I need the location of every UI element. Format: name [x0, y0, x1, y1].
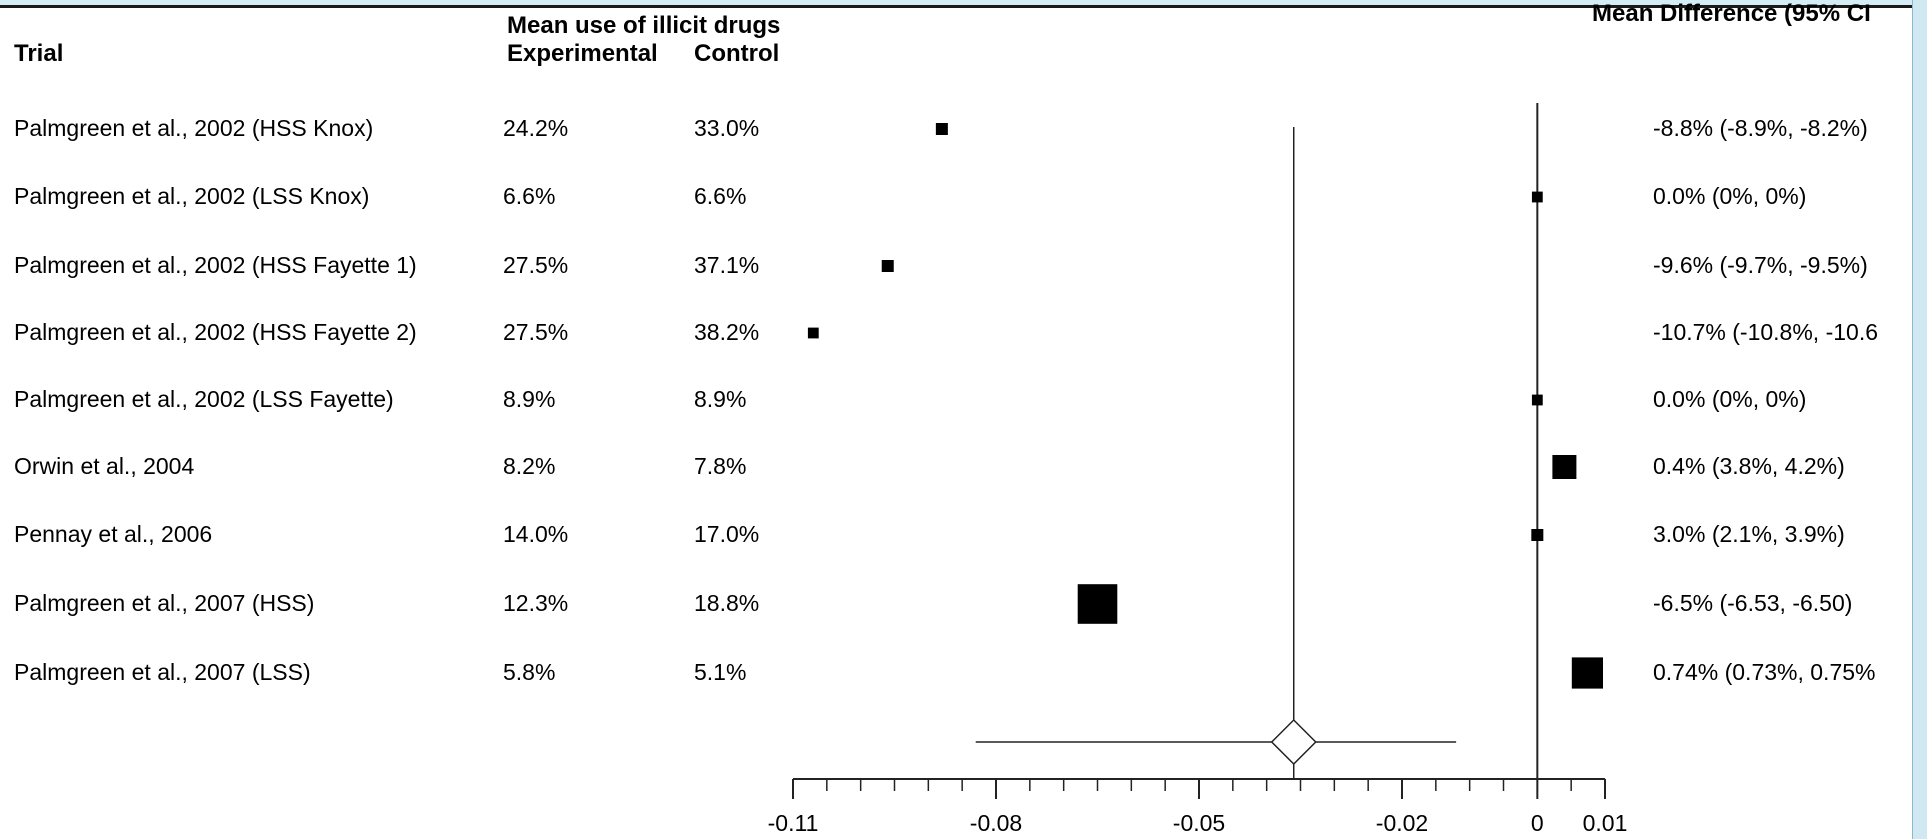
experimental-value: 12.3% [503, 590, 569, 616]
window-top-strip [0, 0, 1927, 5]
trial-name: Orwin et al., 2004 [14, 453, 195, 479]
mean-difference-value: -10.7% (-10.8%, -10.6 [1653, 319, 1879, 345]
study-marker [935, 123, 948, 135]
study-marker [1077, 584, 1118, 624]
x-axis-tick-label: -0.02 [1376, 810, 1428, 836]
mean-difference-value: 3.0% (2.1%, 3.9%) [1653, 521, 1845, 547]
experimental-value: 27.5% [503, 319, 569, 345]
column-header-mean-difference: Mean Difference (95% CI [1592, 0, 1871, 27]
control-value: 37.1% [694, 252, 760, 278]
mean-difference-value: 0.4% (3.8%, 4.2%) [1653, 453, 1845, 479]
column-header-trial: Trial [14, 40, 64, 67]
control-value: 17.0% [694, 521, 760, 547]
study-marker [1531, 529, 1544, 541]
trial-name: Palmgreen et al., 2007 (HSS) [14, 590, 315, 616]
trial-name: Palmgreen et al., 2002 (HSS Fayette 1) [14, 252, 417, 278]
x-axis-tick-label: 0 [1531, 810, 1544, 836]
study-marker [1552, 455, 1577, 479]
control-value: 6.6% [694, 183, 747, 209]
experimental-value: 8.2% [503, 453, 556, 479]
trial-name: Pennay et al., 2006 [14, 521, 213, 547]
x-axis-tick-label: -0.05 [1173, 810, 1225, 836]
experimental-value: 14.0% [503, 521, 569, 547]
column-header-control: Control [694, 40, 780, 67]
pooled-estimate-diamond [1270, 718, 1317, 766]
study-marker [1531, 394, 1543, 406]
x-axis-tick-label: 0.01 [1583, 810, 1628, 836]
table-top-border [0, 5, 1927, 8]
x-axis-tick-label: -0.11 [768, 810, 819, 836]
study-marker [1531, 191, 1543, 203]
mean-difference-value: 0.74% (0.73%, 0.75% [1653, 659, 1876, 685]
trial-name: Palmgreen et al., 2002 (LSS Knox) [14, 183, 370, 209]
vertical-scrollbar[interactable] [1912, 0, 1927, 839]
trial-name: Palmgreen et al., 2002 (HSS Knox) [14, 115, 374, 141]
study-marker [1571, 657, 1604, 689]
x-axis-tick-label: -0.08 [970, 810, 1022, 836]
mean-difference-value: -9.6% (-9.7%, -9.5%) [1653, 252, 1868, 278]
experimental-value: 27.5% [503, 252, 569, 278]
trial-name: Palmgreen et al., 2002 (LSS Fayette) [14, 386, 394, 412]
mean-difference-value: -6.5% (-6.53, -6.50) [1653, 590, 1853, 616]
experimental-value: 6.6% [503, 183, 556, 209]
experimental-value: 8.9% [503, 386, 556, 412]
experimental-value: 24.2% [503, 115, 569, 141]
experimental-value: 5.8% [503, 659, 556, 685]
study-marker [807, 327, 819, 339]
control-value: 38.2% [694, 319, 760, 345]
control-value: 8.9% [694, 386, 747, 412]
control-value: 18.8% [694, 590, 760, 616]
study-marker [881, 260, 894, 272]
control-value: 7.8% [694, 453, 747, 479]
mean-difference-value: -8.8% (-8.9%, -8.2%) [1653, 115, 1868, 141]
trial-name: Palmgreen et al., 2002 (HSS Fayette 2) [14, 319, 417, 345]
column-header-experimental: Experimental [507, 40, 658, 67]
control-value: 5.1% [694, 659, 747, 685]
control-value: 33.0% [694, 115, 760, 141]
mean-difference-value: 0.0% (0%, 0%) [1653, 386, 1807, 412]
column-group-title: Mean use of illicit drugs [507, 12, 781, 39]
mean-difference-value: 0.0% (0%, 0%) [1653, 183, 1807, 209]
trial-name: Palmgreen et al., 2007 (LSS) [14, 659, 311, 685]
